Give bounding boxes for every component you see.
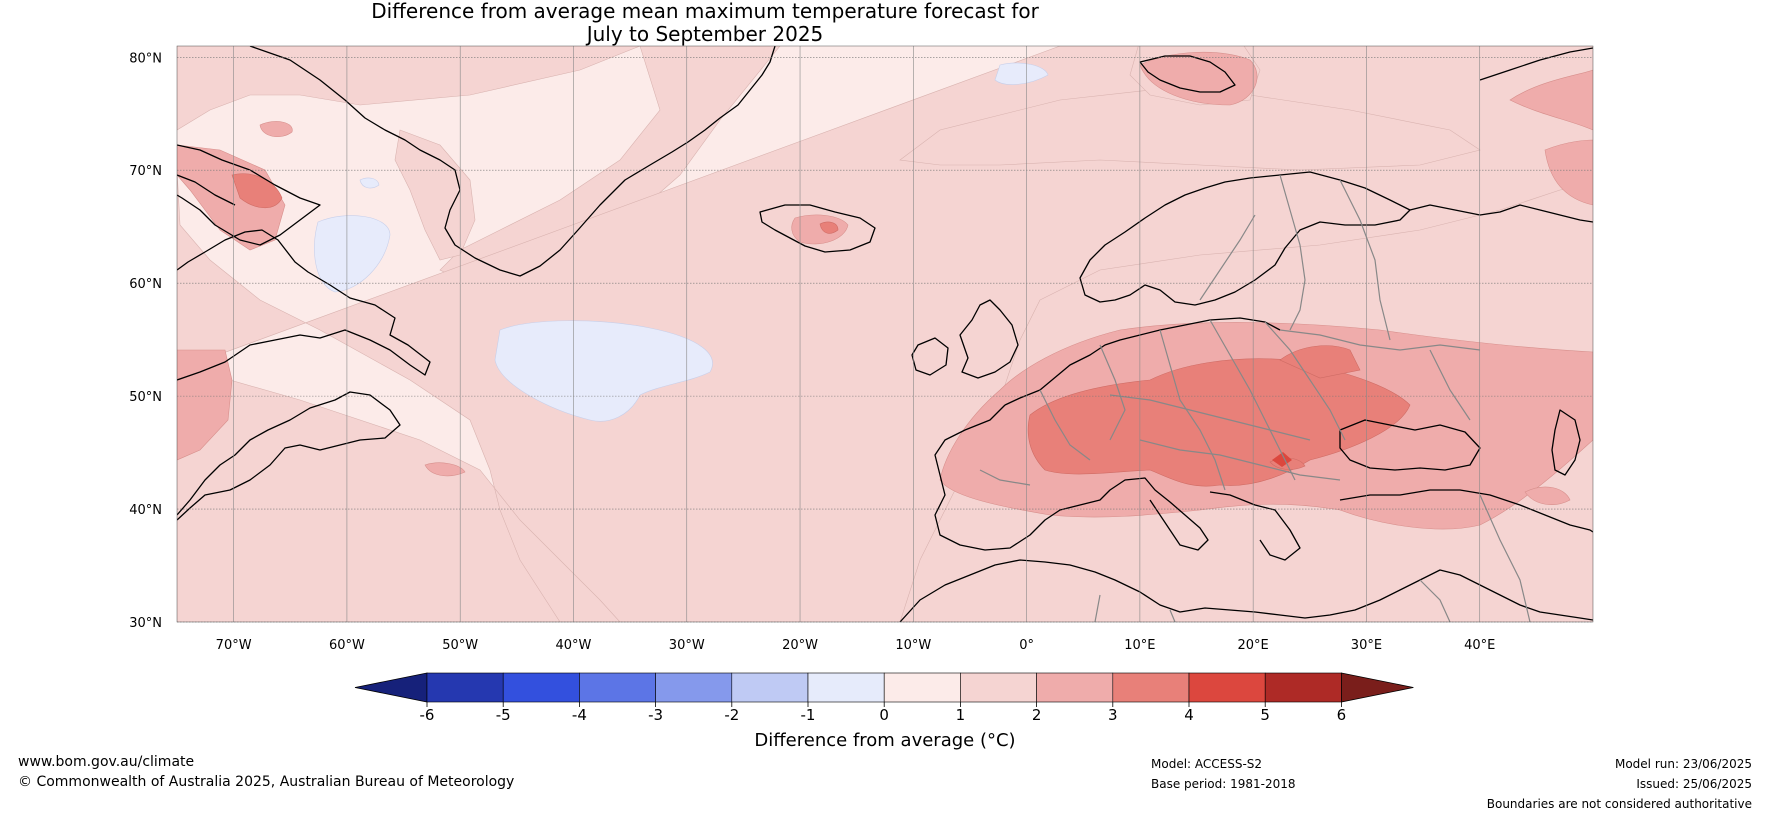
coast-great-britain xyxy=(959,299,1019,379)
colorbar-tick-label: -3 xyxy=(648,706,663,724)
footer-base-period: Base period: 1981-2018 xyxy=(1151,777,1296,791)
colorbar-tick-label: -1 xyxy=(801,706,816,724)
coast-north-africa xyxy=(899,559,1593,622)
longitude-label: 20°E xyxy=(1238,638,1269,653)
coast-ireland xyxy=(911,337,949,376)
anomaly-zones-3-4 xyxy=(231,173,1411,487)
colorbar-tick-label: 2 xyxy=(1032,706,1042,724)
longitude-label: 0° xyxy=(1019,638,1034,653)
latitude-labels: 80°N 70°N 60°N 50°N 40°N 30°N xyxy=(129,51,162,631)
colorbar-tick-label: -5 xyxy=(496,706,511,724)
longitude-label: 70°W xyxy=(216,638,252,653)
latitude-label: 70°N xyxy=(129,164,162,179)
coast-baffin xyxy=(177,144,321,246)
anomaly-fields xyxy=(177,46,1593,622)
map-title-line1: Difference from average mean maximum tem… xyxy=(371,0,1039,23)
colorbar-swatch xyxy=(1036,672,1114,703)
country-borders xyxy=(979,174,1531,622)
map-frame xyxy=(176,45,1594,623)
latitude-label: 40°N xyxy=(129,503,162,518)
colorbar-swatch xyxy=(960,672,1037,703)
colorbar-tick-label: 5 xyxy=(1260,706,1270,724)
colorbar-extend-high xyxy=(1341,672,1414,703)
colorbar-swatch xyxy=(731,672,809,703)
map-title: Difference from average mean maximum tem… xyxy=(0,0,1410,46)
latitude-label: 80°N xyxy=(129,51,162,66)
colorbar-tick-label: 4 xyxy=(1184,706,1194,724)
footer-model-run: Model run: 23/06/2025 xyxy=(1614,757,1752,771)
colorbar-title: Difference from average (°C) xyxy=(754,730,1015,751)
footer-copyright: © Commonwealth of Australia 2025, Austra… xyxy=(18,774,515,790)
longitude-label: 50°W xyxy=(442,638,478,653)
latitude-label: 50°N xyxy=(129,390,162,405)
graticule xyxy=(177,46,1593,623)
latitude-label: 60°N xyxy=(129,277,162,292)
colorbar-swatch xyxy=(807,672,885,703)
footer-disclaimer: Boundaries are not considered authoritat… xyxy=(1486,797,1752,811)
colorbar-swatch xyxy=(1188,672,1266,703)
coast-turkey-middle-east xyxy=(1339,489,1593,533)
footer-model: Model: ACCESS-S2 xyxy=(1151,757,1263,771)
longitude-labels: 70°W 60°W 50°W 40°W 30°W 20°W 10°W 0° 10°E 20°E 30… xyxy=(216,638,1496,653)
longitude-label: 10°W xyxy=(895,638,931,653)
longitude-label: 40°E xyxy=(1464,638,1495,653)
longitude-label: 20°W xyxy=(782,638,818,653)
colorbar-tick-label: -6 xyxy=(420,706,435,724)
longitude-label: 30°E xyxy=(1351,638,1382,653)
colorbar-swatch xyxy=(1264,672,1342,703)
colorbar-tick-label: 6 xyxy=(1337,706,1347,724)
coast-caspian xyxy=(1551,409,1581,476)
coast-norway-scandinavia xyxy=(1079,171,1411,306)
colorbar-tick-label: 3 xyxy=(1108,706,1118,724)
colorbar-extend-low xyxy=(354,672,428,703)
colorbar-swatch xyxy=(1112,672,1190,703)
coast-svalbard xyxy=(1139,55,1236,93)
coast-iceland xyxy=(759,204,876,253)
colorbar-tick-label: -2 xyxy=(724,706,739,724)
longitude-label: 30°W xyxy=(669,638,705,653)
coast-black-sea xyxy=(1339,419,1481,471)
colorbar-swatch xyxy=(502,672,580,703)
longitude-label: 40°W xyxy=(556,638,592,653)
colorbar: -6 -5 -4 -3 -2 -1 0 1 2 3 4 5 6 xyxy=(354,672,1414,724)
colorbar-swatch xyxy=(579,672,656,703)
latitude-label: 30°N xyxy=(129,616,162,631)
coast-greenland xyxy=(249,46,776,277)
footer-website: www.bom.gov.au/climate xyxy=(18,754,195,770)
coast-arctic-russia xyxy=(1409,47,1593,223)
colorbar-swatch xyxy=(883,672,961,703)
colorbar-tick-label: 1 xyxy=(956,706,966,724)
colorbar-swatch xyxy=(655,672,733,703)
colorbar-tick-label: 0 xyxy=(879,706,889,724)
colorbar-tick-label: -4 xyxy=(572,706,587,724)
coast-europe-mainland xyxy=(934,317,1301,561)
longitude-label: 10°E xyxy=(1124,638,1155,653)
coast-north-america xyxy=(177,229,431,521)
colorbar-swatch xyxy=(426,672,504,703)
map-title-line2: July to September 2025 xyxy=(586,22,824,46)
coastlines xyxy=(177,46,1593,622)
longitude-label: 60°W xyxy=(329,638,365,653)
footer-issued: Issued: 25/06/2025 xyxy=(1636,777,1752,791)
